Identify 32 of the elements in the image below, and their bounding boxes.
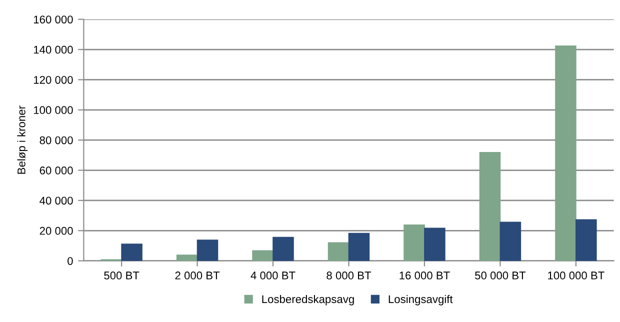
bar — [555, 45, 576, 261]
bar — [272, 236, 294, 261]
x-tick-label: 500 BT — [104, 272, 140, 280]
y-tick-label: 20 000 — [40, 226, 73, 235]
bar — [479, 152, 501, 261]
y-tick-label: 60 000 — [40, 166, 73, 174]
bar — [348, 232, 370, 261]
legend-label: Losberedskapsavg — [262, 294, 354, 306]
x-tick-label: 8 000 BT — [326, 272, 372, 280]
x-tick-label: 100 000 BT — [548, 272, 604, 280]
y-tick-label: 80 000 — [40, 136, 73, 144]
y-axis-title: Beløp i kroner — [17, 106, 28, 174]
y-tick-label: 160 000 — [34, 16, 73, 24]
bar — [576, 219, 597, 261]
y-tick-label: 100 000 — [34, 106, 73, 114]
y-tick-label: 40 000 — [40, 196, 73, 205]
bar — [121, 244, 142, 261]
legend-label: Losingsavgift — [388, 294, 453, 306]
bar — [196, 240, 218, 261]
x-tick-label: 50 000 BT — [475, 272, 526, 280]
bar — [404, 224, 425, 261]
y-tick-label: 140 000 — [34, 46, 73, 54]
bar — [500, 222, 522, 261]
bar — [252, 250, 274, 261]
bar — [176, 254, 198, 261]
bar — [328, 242, 350, 261]
x-tick-label: 16 000 BT — [400, 272, 450, 280]
y-tick-label: 0 — [68, 257, 73, 265]
x-tick-label: 4 000 BT — [250, 272, 296, 280]
bar — [424, 228, 446, 261]
x-tick-label: 2 000 BT — [175, 272, 220, 280]
y-tick-label: 120 000 — [34, 76, 73, 84]
